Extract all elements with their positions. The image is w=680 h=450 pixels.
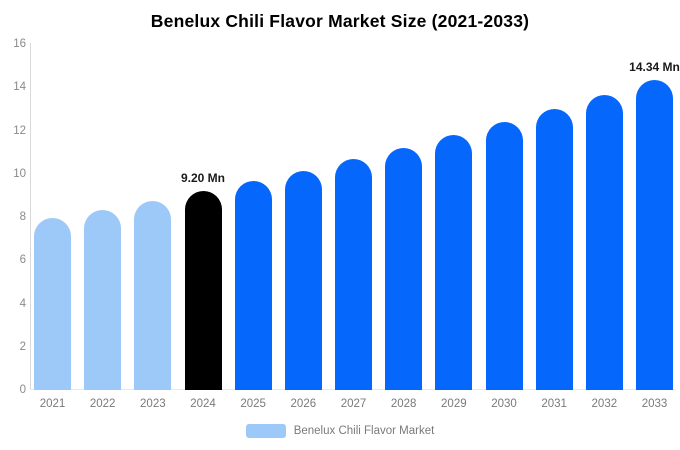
x-axis-label: 2026: [290, 398, 317, 410]
x-axis-label: 2021: [39, 398, 66, 410]
legend[interactable]: Benelux Chili Flavor Market: [0, 424, 680, 438]
chart-title: Benelux Chili Flavor Market Size (2021-2…: [150, 11, 530, 31]
bar-2029[interactable]: [435, 135, 473, 390]
y-axis-tick-label: 2: [19, 340, 26, 353]
x-axis-label: 2029: [441, 398, 467, 410]
bar-2024[interactable]: [184, 191, 222, 390]
y-axis-tick-label: 4: [19, 297, 26, 310]
bar-2026[interactable]: [284, 170, 322, 390]
bar-2022[interactable]: [84, 209, 122, 390]
bar-2030[interactable]: [485, 122, 523, 390]
bar-2027[interactable]: [335, 159, 372, 390]
x-axis-label: 2028: [390, 398, 417, 410]
x-axis-label: 2025: [240, 398, 266, 410]
y-axis-tick-label: 6: [19, 254, 26, 267]
bar-2031[interactable]: [535, 108, 573, 390]
legend-swatch: [245, 424, 286, 438]
bar-value-label-2033: 14.34 Mn: [629, 59, 680, 74]
y-axis-tick-label: 10: [13, 167, 26, 180]
y-axis-line: [30, 43, 31, 390]
x-axis-label: 2023: [140, 398, 166, 410]
x-axis-label: 2033: [641, 398, 668, 410]
bar-2033[interactable]: [636, 79, 673, 390]
bar-2021[interactable]: [34, 218, 71, 390]
y-axis-tick-label: 0: [19, 384, 26, 396]
bar-2028[interactable]: [385, 147, 423, 390]
x-axis-label: 2030: [491, 398, 517, 410]
y-axis-tick-label: 12: [13, 124, 26, 137]
bar-2032[interactable]: [585, 94, 623, 390]
bar-2023[interactable]: [134, 200, 172, 390]
legend-label: Benelux Chili Flavor Market: [293, 425, 435, 437]
y-axis-tick-label: 8: [19, 211, 26, 223]
x-axis-label: 2022: [89, 398, 116, 410]
bar-value-label-2024: 9.20 Mn: [180, 171, 225, 186]
x-axis-label: 2027: [340, 398, 367, 410]
bar-2025[interactable]: [234, 181, 272, 390]
y-axis-tick-label: 16: [13, 38, 26, 50]
x-axis-label: 2031: [541, 398, 567, 410]
x-axis-label: 2032: [591, 398, 618, 410]
x-axis-label: 2024: [190, 398, 216, 410]
y-axis-tick-label: 14: [13, 81, 26, 94]
